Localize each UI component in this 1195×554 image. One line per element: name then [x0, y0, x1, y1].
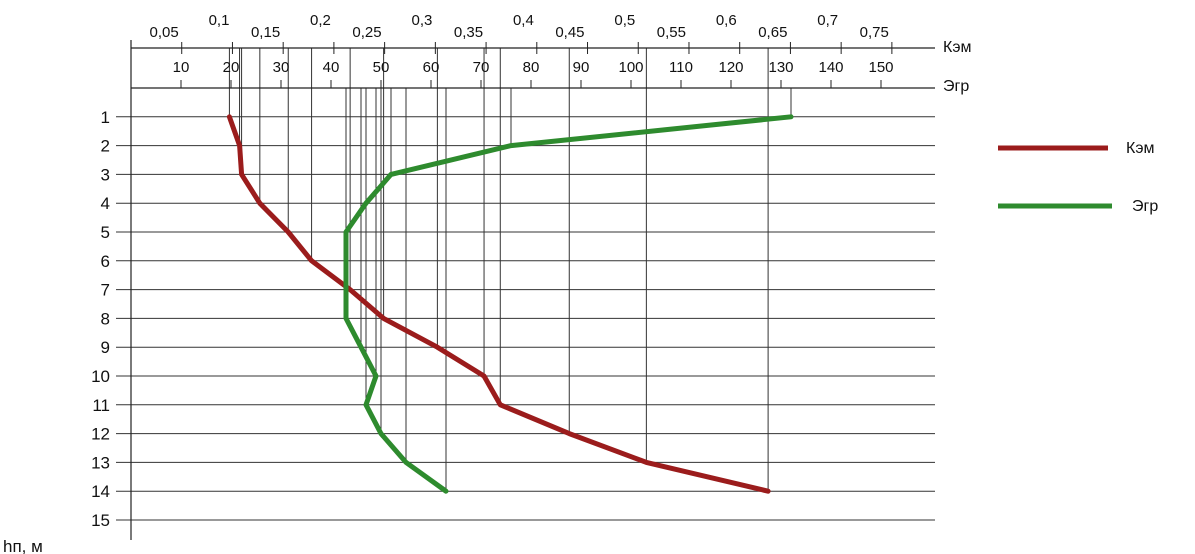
- depth-tick-label: 6: [101, 252, 110, 271]
- egr-tick-label: 140: [818, 59, 843, 76]
- kem-tick-label: 0,25: [352, 24, 381, 41]
- egr-tick-label: 70: [473, 59, 490, 76]
- series-lines: [226, 114, 794, 494]
- egr-tick-label: 150: [868, 59, 893, 76]
- kem-tick-label: 0,3: [411, 12, 432, 29]
- depth-tick-label: 14: [91, 482, 110, 501]
- egr-tick-label: 120: [718, 59, 743, 76]
- kem-tick-label: 0,45: [555, 24, 584, 41]
- depth-tick-label: 3: [101, 165, 110, 184]
- egr-tick-label: 130: [768, 59, 793, 76]
- kem-tick-label: 0,1: [209, 12, 230, 29]
- egr-axis-ticks: 10 20 30 40 50 60 70 80 90 100 110 120 130 140 150: [173, 59, 894, 88]
- depth-tick-label: 10: [91, 367, 110, 386]
- series-line-kem: [226, 114, 771, 494]
- kem-tick-label: 0,6: [716, 12, 737, 29]
- egr-tick-label: 80: [523, 59, 540, 76]
- depth-tick-label: 15: [91, 511, 110, 530]
- series-line-egr: [343, 114, 794, 494]
- legend-label-kem: Кэм: [1126, 140, 1154, 157]
- egr-tick-label: 30: [273, 59, 290, 76]
- vertical-droplines: [228, 48, 792, 492]
- egr-tick-label: 90: [573, 59, 590, 76]
- horizontal-gridlines: [116, 116, 935, 521]
- kem-axis-ticks: 0,05 0,1 0,15 0,2 0,25 0,3 0,35 0,4 0,45 0,5 0,55 0…: [150, 12, 893, 54]
- depth-tick-label: 2: [101, 137, 110, 156]
- egr-tick-label: 60: [423, 59, 440, 76]
- depth-tick-label: 4: [101, 194, 110, 213]
- depth-tick-label: 13: [91, 453, 110, 472]
- egr-axis-name: Эгр: [943, 78, 969, 95]
- egr-tick-label: 20: [223, 59, 240, 76]
- depth-tick-label: 7: [101, 281, 110, 300]
- egr-tick-label: 100: [618, 59, 643, 76]
- egr-tick-label: 40: [323, 59, 340, 76]
- kem-tick-label: 0,65: [758, 24, 787, 41]
- legend-label-egr: Эгр: [1132, 198, 1158, 215]
- kem-axis-name: Кэм: [943, 39, 971, 56]
- kem-tick-label: 0,4: [513, 12, 534, 29]
- kem-tick-label: 0,35: [454, 24, 483, 41]
- depth-tick-label: 9: [101, 338, 110, 357]
- egr-tick-label: 50: [373, 59, 390, 76]
- legend: Кэм Эгр: [998, 140, 1158, 215]
- depth-tick-label: 8: [101, 309, 110, 328]
- depth-axis-label: hп, м: [3, 537, 43, 554]
- kem-tick-label: 0,2: [310, 12, 331, 29]
- depth-tick-label: 5: [101, 223, 110, 242]
- kem-tick-label: 0,7: [817, 12, 838, 29]
- axes: [130, 40, 935, 540]
- kem-tick-label: 0,55: [657, 24, 686, 41]
- egr-tick-label: 110: [669, 59, 693, 76]
- kem-tick-label: 0,5: [614, 12, 635, 29]
- depth-tick-label: 12: [91, 425, 110, 444]
- kem-tick-label: 0,75: [860, 24, 889, 41]
- egr-tick-label: 10: [173, 59, 190, 76]
- depth-tick-label: 11: [92, 396, 110, 415]
- kem-tick-label: 0,15: [251, 24, 280, 41]
- kem-tick-label: 0,05: [150, 24, 179, 41]
- depth-tick-label: 1: [101, 108, 110, 127]
